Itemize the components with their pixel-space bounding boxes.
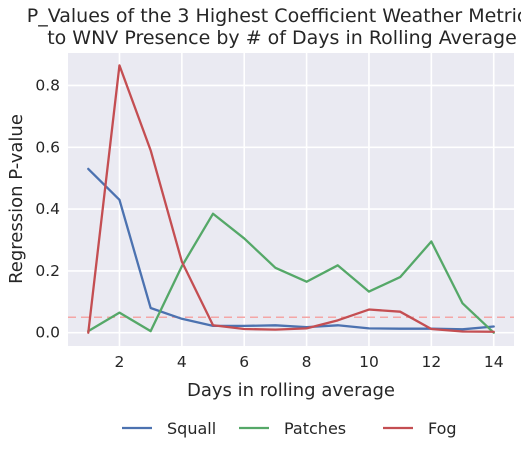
x-tick-label-6: 14 bbox=[484, 353, 504, 371]
series-line-fog bbox=[87, 64, 495, 334]
y-tick-label-1: 0.2 bbox=[35, 262, 60, 280]
legend-item-fog: Fog bbox=[383, 419, 457, 438]
legend-label-squall: Squall bbox=[167, 419, 216, 438]
x-tick-label-1: 4 bbox=[177, 353, 187, 371]
series-lines bbox=[87, 64, 495, 334]
legend: Squall Patches Fog bbox=[122, 419, 457, 438]
y-axis-label: Regression P-value bbox=[6, 114, 27, 284]
x-axis-label: Days in rolling average bbox=[187, 380, 395, 401]
chart-title: P_Values of the 3 Highest Coefficient We… bbox=[27, 5, 521, 27]
y-tick-label-3: 0.6 bbox=[35, 138, 60, 156]
legend-item-patches: Patches bbox=[239, 419, 346, 438]
x-tick-label-2: 6 bbox=[239, 353, 249, 371]
x-tick-label-0: 2 bbox=[115, 353, 125, 371]
y-tick-label-4: 0.8 bbox=[35, 76, 60, 94]
series-line-squall bbox=[87, 167, 495, 331]
y-tick-labels: 0.0 0.2 0.4 0.6 0.8 bbox=[35, 76, 60, 341]
y-tick-label-0: 0.0 bbox=[35, 324, 60, 342]
y-tick-label-2: 0.4 bbox=[35, 200, 60, 218]
x-tick-label-3: 8 bbox=[302, 353, 312, 371]
series-line-patches bbox=[87, 212, 495, 334]
legend-label-fog: Fog bbox=[428, 419, 457, 438]
chart-subtitle: to WNV Presence by # of Days in Rolling … bbox=[47, 27, 517, 49]
x-tick-labels: 2 4 6 8 10 12 14 bbox=[115, 353, 504, 371]
legend-item-squall: Squall bbox=[122, 419, 216, 438]
plot-area bbox=[68, 53, 514, 346]
x-tick-label-5: 12 bbox=[421, 353, 441, 371]
x-tick-label-4: 10 bbox=[359, 353, 379, 371]
legend-label-patches: Patches bbox=[284, 419, 346, 438]
